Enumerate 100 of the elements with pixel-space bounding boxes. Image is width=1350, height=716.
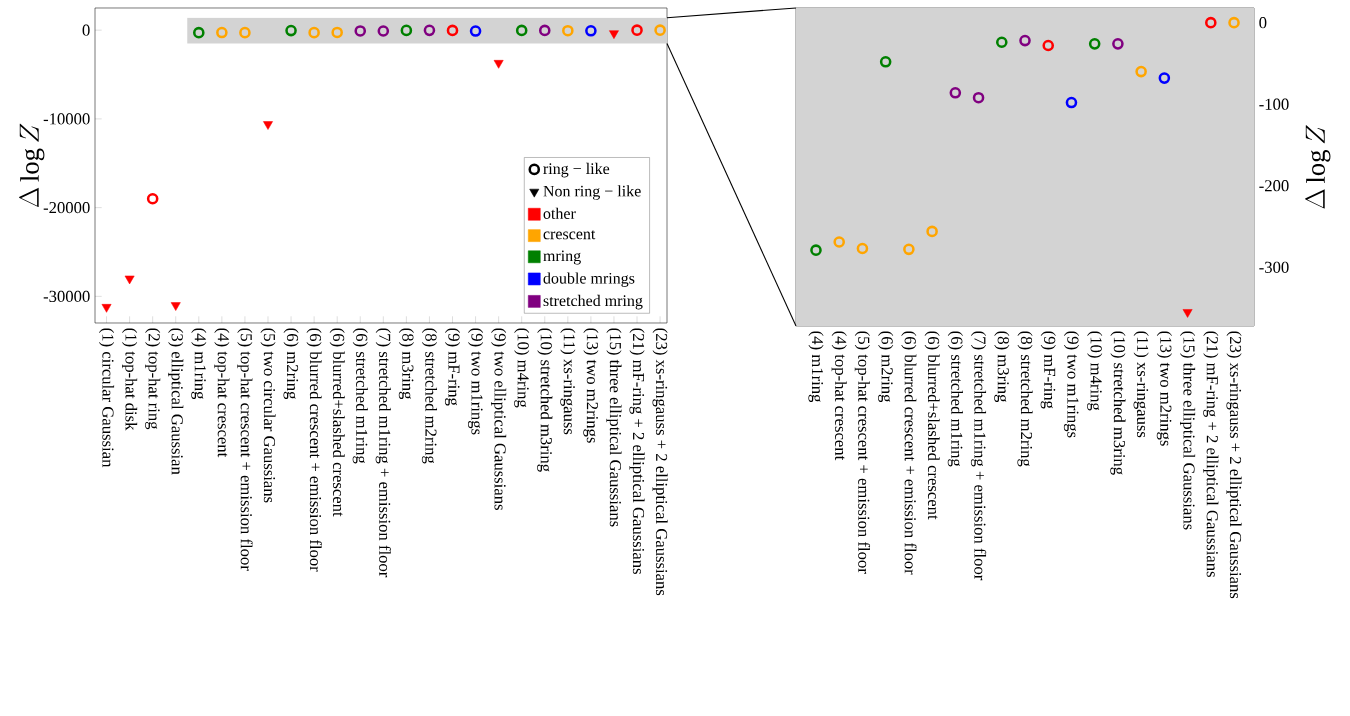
point bbox=[216, 26, 228, 39]
x-tick-label: (7) stretched m1ring + emission floor bbox=[970, 331, 987, 581]
x-tick-label: (6) stretched m1ring bbox=[947, 331, 963, 467]
x-tick-label: (21) mF-ring + 2 elliptical Gaussians bbox=[1203, 331, 1219, 577]
x-tick-label: (4) m1ring bbox=[191, 328, 207, 400]
point bbox=[400, 24, 413, 37]
point bbox=[879, 56, 892, 68]
point bbox=[285, 24, 297, 37]
x-tick-label: (13) two m2rings bbox=[583, 328, 599, 443]
x-tick-label: (6) blurred+slashed crescent bbox=[329, 328, 345, 517]
point bbox=[585, 24, 597, 37]
x-tick-label: (9) mF-ring bbox=[1040, 331, 1056, 409]
point bbox=[170, 302, 181, 311]
x-tick-label: (6) stretched m1ring bbox=[352, 328, 368, 464]
x-tick-label: (7) stretched m1ring + emission floor bbox=[375, 328, 391, 578]
x-tick-label: (10) m4ring bbox=[1087, 331, 1103, 411]
x-tick-label: (21) mF-ring + 2 elliptical Gaussians bbox=[629, 328, 645, 574]
point bbox=[331, 26, 343, 39]
point bbox=[469, 25, 482, 37]
x-tick-label: (6) m2ring bbox=[283, 328, 299, 400]
x-tick-label: (9) two m1rings bbox=[1063, 331, 1080, 438]
point bbox=[995, 36, 1008, 49]
x-tick-label: (5) top-hat crescent + emission floor bbox=[854, 331, 871, 574]
point bbox=[1019, 34, 1031, 47]
point bbox=[493, 60, 504, 69]
x-tick-label: (9) two elliptical Gaussians bbox=[491, 328, 507, 510]
x-tick-label: (6) blurred crescent + emission floor bbox=[901, 331, 917, 575]
x-tick-label: (23) xs-ringauss + 2 elliptical Gaussians bbox=[1226, 331, 1242, 599]
y2-tick-label: -200 bbox=[1259, 180, 1289, 192]
x-tick-label: (13) two m2rings bbox=[1156, 331, 1172, 446]
point bbox=[101, 304, 112, 313]
x-tick-label: (9) mF-ring bbox=[444, 328, 461, 406]
y-tick-label: -20000 bbox=[43, 202, 90, 214]
legend-label: Non ring − like bbox=[543, 185, 641, 200]
y-tick-label: -10000 bbox=[43, 113, 90, 125]
point bbox=[1135, 65, 1147, 78]
point bbox=[423, 24, 436, 37]
legend-label: double mrings bbox=[543, 272, 635, 287]
x-tick-label: (8) stretched m2ring bbox=[1017, 331, 1033, 467]
legend-label: crescent bbox=[543, 230, 596, 240]
point bbox=[833, 236, 846, 248]
x-tick-label: (15) three elliptical Gaussians bbox=[606, 328, 622, 527]
x-tick-label: (4) top-hat crescent bbox=[831, 331, 847, 461]
point bbox=[856, 242, 869, 255]
point bbox=[1182, 309, 1193, 318]
x-tick-label: (4) top-hat crescent bbox=[214, 328, 230, 458]
x-tick-label: (4) m1ring bbox=[808, 331, 824, 403]
point bbox=[972, 91, 985, 104]
point bbox=[1112, 38, 1124, 50]
x-tick-label: (1) circular Gaussian bbox=[98, 328, 115, 468]
point bbox=[192, 26, 205, 39]
x-tick-label: (10) stretched m3ring bbox=[1110, 331, 1126, 475]
point bbox=[354, 25, 367, 37]
point bbox=[446, 24, 459, 37]
point bbox=[377, 25, 390, 37]
point bbox=[1228, 16, 1240, 29]
y2-tick-label: -300 bbox=[1259, 261, 1289, 273]
point bbox=[1158, 72, 1171, 84]
y2-tick-label: -100 bbox=[1259, 98, 1289, 110]
legend-label: mring bbox=[543, 250, 581, 265]
point bbox=[654, 24, 666, 36]
x-tick-label: (9) two m1rings bbox=[467, 328, 484, 435]
y-tick-label: -30000 bbox=[43, 290, 90, 302]
x-tick-label: (8) m3ring bbox=[398, 328, 414, 400]
point bbox=[263, 121, 273, 130]
x-tick-label: (6) m2ring bbox=[878, 331, 894, 403]
point bbox=[926, 225, 938, 238]
point bbox=[949, 86, 962, 99]
point bbox=[124, 275, 135, 285]
legend-label: other bbox=[543, 207, 576, 219]
x-tick-label: (10) stretched m3ring bbox=[537, 328, 553, 472]
x-tick-label: (6) blurred crescent + emission floor bbox=[306, 328, 322, 572]
point bbox=[308, 26, 320, 39]
y2-axis-title: $\Delta\log Z$ bbox=[1305, 125, 1331, 209]
x-tick-label: (2) top-hat ring bbox=[145, 328, 161, 430]
point bbox=[1088, 38, 1101, 50]
point bbox=[903, 243, 915, 256]
x-tick-label: (11) xs-ringauss bbox=[1133, 331, 1149, 438]
x-tick-label: (1) top-hat disk bbox=[122, 328, 138, 431]
x-tick-label: (8) m3ring bbox=[994, 331, 1010, 403]
point bbox=[146, 192, 159, 205]
x-tick-label: (6) blurred+slashed crescent bbox=[924, 331, 940, 520]
y-tick-label: 0 bbox=[82, 24, 90, 36]
x-tick-label: (5) two circular Gaussians bbox=[260, 328, 276, 503]
legend-label: stretched mring bbox=[543, 294, 643, 310]
x-tick-label: (15) three elliptical Gaussians bbox=[1180, 331, 1196, 530]
x-tick-label: (3) elliptical Gaussian bbox=[168, 328, 184, 475]
point bbox=[631, 24, 643, 36]
point bbox=[515, 24, 528, 37]
point bbox=[239, 26, 251, 39]
point bbox=[609, 30, 619, 39]
x-tick-label: (23) xs-ringauss + 2 elliptical Gaussians bbox=[652, 328, 668, 596]
y2-tick-label: 0 bbox=[1259, 17, 1267, 29]
point bbox=[538, 24, 551, 37]
x-tick-label: (8) stretched m2ring bbox=[421, 328, 438, 464]
x-tick-label: (11) xs-ringauss bbox=[560, 328, 576, 435]
point bbox=[1065, 96, 1078, 109]
point bbox=[562, 24, 574, 37]
x-tick-label: (10) m4ring bbox=[514, 328, 530, 408]
point bbox=[810, 244, 822, 256]
